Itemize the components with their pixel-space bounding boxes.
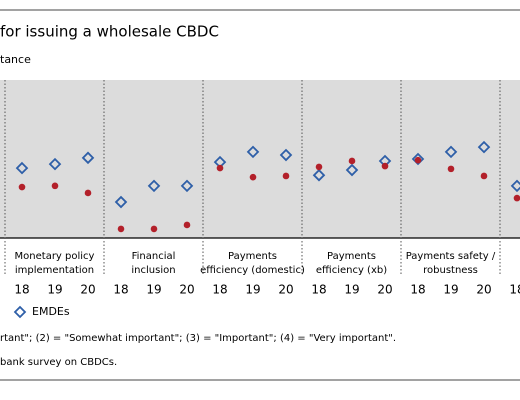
x-tick-label: 18: [410, 283, 425, 297]
legend-marker: [13, 305, 27, 319]
x-tick-label: 18: [311, 283, 326, 297]
dot-marker: [381, 162, 389, 170]
group-label: Payments: [327, 251, 376, 262]
plot-background: [0, 80, 520, 238]
diamond-marker: [312, 168, 326, 182]
diamond-marker: [114, 195, 128, 209]
group-label: robustness: [423, 265, 478, 276]
x-tick-label: 20: [278, 283, 293, 297]
diamond-marker: [345, 163, 359, 177]
group-label: efficiency (domestic): [200, 265, 305, 276]
diamond-marker: [81, 151, 95, 165]
diamond-marker: [246, 145, 260, 159]
diamond-marker: [444, 145, 458, 159]
x-tick-label: 19: [443, 283, 458, 297]
legend-label: EMDEs: [32, 305, 70, 318]
group-label: Financial: [132, 251, 176, 262]
diamond-marker: [48, 157, 62, 171]
x-tick-label: 20: [476, 283, 491, 297]
dot-marker: [447, 165, 455, 173]
x-tick-label: 18: [113, 283, 128, 297]
dot-marker: [183, 221, 191, 229]
footnote: rtant"; (2) = "Somewhat important"; (3) …: [0, 333, 396, 344]
dot-marker: [51, 182, 59, 190]
y-axis-label: tance: [0, 53, 31, 66]
diamond-marker: [279, 148, 293, 162]
dot-marker: [18, 183, 26, 191]
x-tick-label: 20: [179, 283, 194, 297]
x-tick-label: 19: [344, 283, 359, 297]
dot-marker: [282, 172, 290, 180]
diamond-marker: [15, 161, 29, 175]
dot-marker: [480, 172, 488, 180]
dot-marker: [150, 225, 158, 233]
chart-title: for issuing a wholesale CBDC: [0, 23, 219, 41]
dot-marker: [117, 225, 125, 233]
group-label: Payments: [228, 251, 277, 262]
dot-marker: [249, 173, 257, 181]
diamond-marker: [411, 152, 425, 166]
x-tick-label: 18: [212, 283, 227, 297]
x-tick-label: 19: [47, 283, 62, 297]
dot-marker: [315, 163, 323, 171]
diamond-marker: [510, 179, 520, 193]
x-tick-label: 19: [146, 283, 161, 297]
x-tick-label: 20: [377, 283, 392, 297]
x-tick-label: 19: [245, 283, 260, 297]
diamond-marker: [477, 140, 491, 154]
dot-marker: [414, 156, 422, 164]
x-tick-label: 18: [509, 283, 520, 297]
diamond-marker: [147, 179, 161, 193]
group-label: efficiency (xb): [316, 265, 387, 276]
group-label: inclusion: [131, 265, 175, 276]
source: bank survey on CBDCs.: [0, 357, 117, 368]
dot-marker: [84, 189, 92, 197]
dot-marker: [348, 157, 356, 165]
group-label: Payments safety /: [406, 251, 496, 262]
dot-marker: [513, 194, 520, 202]
group-label: Monetary policy: [15, 251, 95, 262]
diamond-marker: [180, 179, 194, 193]
x-tick-label: 18: [14, 283, 29, 297]
dot-marker: [216, 164, 224, 172]
x-tick-label: 20: [80, 283, 95, 297]
group-label: implementation: [15, 265, 94, 276]
